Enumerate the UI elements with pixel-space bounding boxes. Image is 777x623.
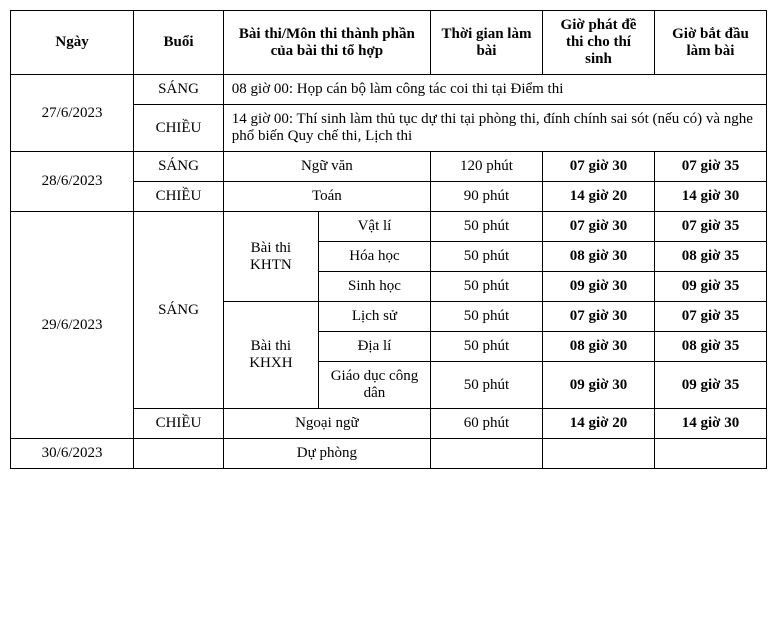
cell-bat: 07 giờ 35	[654, 302, 766, 332]
cell-phat: 09 giờ 30	[542, 272, 654, 302]
exam-schedule-table: Ngày Buổi Bài thi/Môn thi thành phần của…	[10, 10, 767, 469]
header-giophat: Giờ phát đề thi cho thí sinh	[542, 11, 654, 75]
cell-buoi: SÁNG	[134, 75, 224, 105]
cell-buoi: CHIỀU	[134, 105, 224, 152]
cell-tg: 50 phút	[430, 212, 542, 242]
cell-mon: Giáo dục công dân	[318, 362, 430, 409]
header-ngay: Ngày	[11, 11, 134, 75]
cell-bat: 07 giờ 35	[654, 152, 766, 182]
cell-tg: 90 phút	[430, 182, 542, 212]
cell-buoi: SÁNG	[134, 212, 224, 409]
cell-bat: 09 giờ 35	[654, 272, 766, 302]
cell-group: Bài thi KHTN	[223, 212, 318, 302]
cell-bat: 14 giờ 30	[654, 182, 766, 212]
cell-mon: Ngữ văn	[223, 152, 430, 182]
cell-tg: 50 phút	[430, 332, 542, 362]
cell-tg	[430, 439, 542, 469]
cell-phat: 08 giờ 30	[542, 332, 654, 362]
cell-mon: Vật lí	[318, 212, 430, 242]
header-mon: Bài thi/Môn thi thành phần của bài thi t…	[223, 11, 430, 75]
cell-tg: 50 phút	[430, 272, 542, 302]
cell-phat: 07 giờ 30	[542, 302, 654, 332]
cell-date: 30/6/2023	[11, 439, 134, 469]
cell-mon: Dự phòng	[223, 439, 430, 469]
table-row: 27/6/2023 SÁNG 08 giờ 00: Họp cán bộ làm…	[11, 75, 767, 105]
cell-buoi: CHIỀU	[134, 182, 224, 212]
cell-buoi: CHIỀU	[134, 409, 224, 439]
cell-bat: 07 giờ 35	[654, 212, 766, 242]
cell-tg: 50 phút	[430, 362, 542, 409]
cell-mon: Lịch sử	[318, 302, 430, 332]
cell-tg: 120 phút	[430, 152, 542, 182]
table-row: 30/6/2023 Dự phòng	[11, 439, 767, 469]
cell-date: 27/6/2023	[11, 75, 134, 152]
header-buoi: Buổi	[134, 11, 224, 75]
cell-bat: 08 giờ 35	[654, 242, 766, 272]
cell-phat: 07 giờ 30	[542, 212, 654, 242]
cell-phat: 14 giờ 20	[542, 409, 654, 439]
cell-mon: Toán	[223, 182, 430, 212]
header-thoigian: Thời gian làm bài	[430, 11, 542, 75]
cell-note: 14 giờ 00: Thí sinh làm thủ tục dự thi t…	[223, 105, 766, 152]
cell-phat: 07 giờ 30	[542, 152, 654, 182]
cell-phat: 09 giờ 30	[542, 362, 654, 409]
table-row: 29/6/2023 SÁNG Bài thi KHTN Vật lí 50 ph…	[11, 212, 767, 242]
cell-tg: 50 phút	[430, 302, 542, 332]
cell-bat	[654, 439, 766, 469]
cell-buoi	[134, 439, 224, 469]
cell-buoi: SÁNG	[134, 152, 224, 182]
cell-date: 28/6/2023	[11, 152, 134, 212]
cell-date: 29/6/2023	[11, 212, 134, 439]
cell-phat	[542, 439, 654, 469]
cell-tg: 50 phút	[430, 242, 542, 272]
cell-group: Bài thi KHXH	[223, 302, 318, 409]
table-row: 28/6/2023 SÁNG Ngữ văn 120 phút 07 giờ 3…	[11, 152, 767, 182]
header-giobat: Giờ bắt đầu làm bài	[654, 11, 766, 75]
cell-mon: Sinh học	[318, 272, 430, 302]
cell-mon: Ngoại ngữ	[223, 409, 430, 439]
cell-mon: Hóa học	[318, 242, 430, 272]
cell-mon: Địa lí	[318, 332, 430, 362]
cell-bat: 14 giờ 30	[654, 409, 766, 439]
cell-phat: 14 giờ 20	[542, 182, 654, 212]
cell-bat: 09 giờ 35	[654, 362, 766, 409]
header-row: Ngày Buổi Bài thi/Môn thi thành phần của…	[11, 11, 767, 75]
cell-tg: 60 phút	[430, 409, 542, 439]
cell-note: 08 giờ 00: Họp cán bộ làm công tác coi t…	[223, 75, 766, 105]
cell-bat: 08 giờ 35	[654, 332, 766, 362]
cell-phat: 08 giờ 30	[542, 242, 654, 272]
